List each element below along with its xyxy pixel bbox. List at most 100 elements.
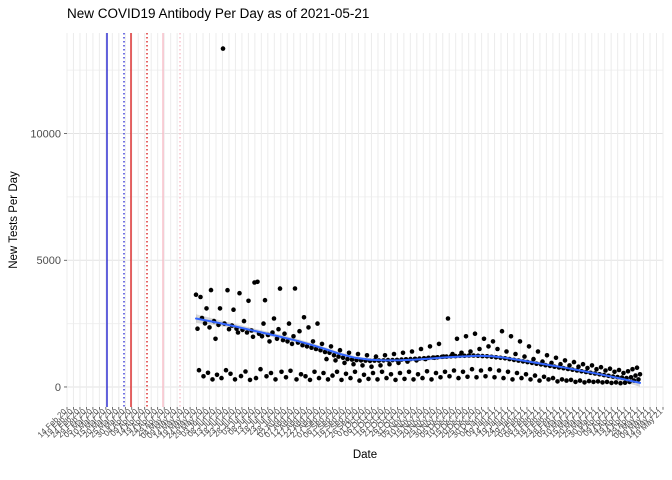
data-point: [202, 321, 208, 326]
data-point: [633, 373, 638, 378]
data-point: [513, 351, 518, 357]
data-point: [400, 350, 406, 356]
data-point: [310, 339, 316, 344]
data-point: [361, 372, 367, 378]
data-point: [577, 378, 583, 383]
data-point: [573, 379, 578, 385]
data-point: [198, 294, 203, 300]
data-point: [549, 360, 554, 366]
data-point: [621, 370, 626, 376]
data-point: [582, 380, 587, 385]
data-point: [454, 336, 460, 342]
data-point: [244, 330, 250, 335]
data-point: [468, 349, 473, 354]
data-point: [550, 375, 556, 381]
data-point: [576, 364, 581, 370]
data-point: [277, 286, 283, 291]
data-point: [291, 334, 296, 339]
data-point: [303, 374, 308, 379]
data-point: [228, 371, 233, 377]
data-point: [519, 375, 524, 381]
data-point: [225, 287, 230, 293]
data-point: [325, 377, 331, 382]
data-point: [384, 375, 389, 381]
data-point: [604, 379, 610, 385]
data-point: [301, 315, 307, 320]
data-point: [387, 361, 392, 367]
data-point: [255, 279, 260, 285]
data-point: [486, 344, 491, 349]
data-point: [526, 344, 532, 349]
data-point: [315, 321, 320, 326]
data-point: [271, 316, 277, 321]
scatter-points: [193, 46, 643, 386]
data-point: [544, 353, 550, 358]
data-point: [568, 377, 574, 383]
data-point: [546, 377, 551, 382]
data-point: [495, 346, 500, 352]
data-point: [276, 326, 281, 332]
event-vlines: [106, 33, 181, 407]
data-point: [282, 331, 287, 337]
data-point: [418, 346, 424, 352]
data-point: [396, 360, 401, 366]
data-point: [532, 373, 538, 378]
data-point: [463, 334, 469, 339]
data-point: [345, 356, 350, 362]
data-point: [445, 316, 451, 321]
data-point: [214, 372, 220, 378]
data-point: [274, 336, 280, 342]
gridlines: [66, 33, 664, 407]
data-point: [424, 369, 430, 374]
data-point: [637, 372, 643, 377]
data-point: [469, 366, 475, 372]
data-point: [622, 380, 628, 386]
data-point: [220, 46, 226, 51]
data-point: [253, 375, 259, 381]
data-point: [330, 373, 335, 378]
chart-title: New COVID19 Antibody Per Day as of 2021-…: [67, 6, 370, 21]
data-point: [598, 364, 604, 370]
data-point: [349, 357, 355, 362]
data-point: [333, 358, 338, 363]
data-point: [370, 370, 376, 376]
data-point: [306, 325, 311, 330]
data-point: [451, 368, 457, 373]
data-point: [618, 380, 623, 386]
data-point: [514, 370, 520, 376]
data-point: [523, 372, 529, 377]
data-point: [319, 341, 325, 347]
data-point: [201, 374, 206, 379]
data-point: [343, 371, 349, 377]
data-point: [591, 379, 596, 385]
data-point: [528, 377, 533, 382]
data-point: [477, 346, 482, 352]
data-point: [247, 377, 253, 383]
data-point: [357, 378, 362, 383]
data-point: [226, 326, 232, 332]
data-point: [207, 325, 212, 330]
data-point: [264, 374, 269, 379]
data-point: [250, 334, 256, 340]
data-point: [351, 361, 356, 367]
data-point: [193, 292, 199, 298]
smooth-trend-line: [195, 317, 641, 384]
data-point: [388, 372, 394, 377]
data-point: [342, 360, 347, 366]
data-point: [336, 354, 341, 359]
data-point: [438, 375, 443, 380]
data-point: [235, 330, 241, 335]
data-point: [285, 339, 290, 344]
data-point: [259, 334, 265, 339]
data-point: [313, 346, 319, 352]
data-point: [205, 370, 211, 376]
data-point: [373, 354, 379, 359]
data-point: [196, 367, 202, 373]
data-point: [607, 366, 613, 372]
data-point: [210, 377, 215, 382]
data-point: [442, 369, 448, 375]
data-point: [411, 377, 416, 382]
data-point: [628, 375, 634, 380]
data-point: [487, 366, 493, 372]
